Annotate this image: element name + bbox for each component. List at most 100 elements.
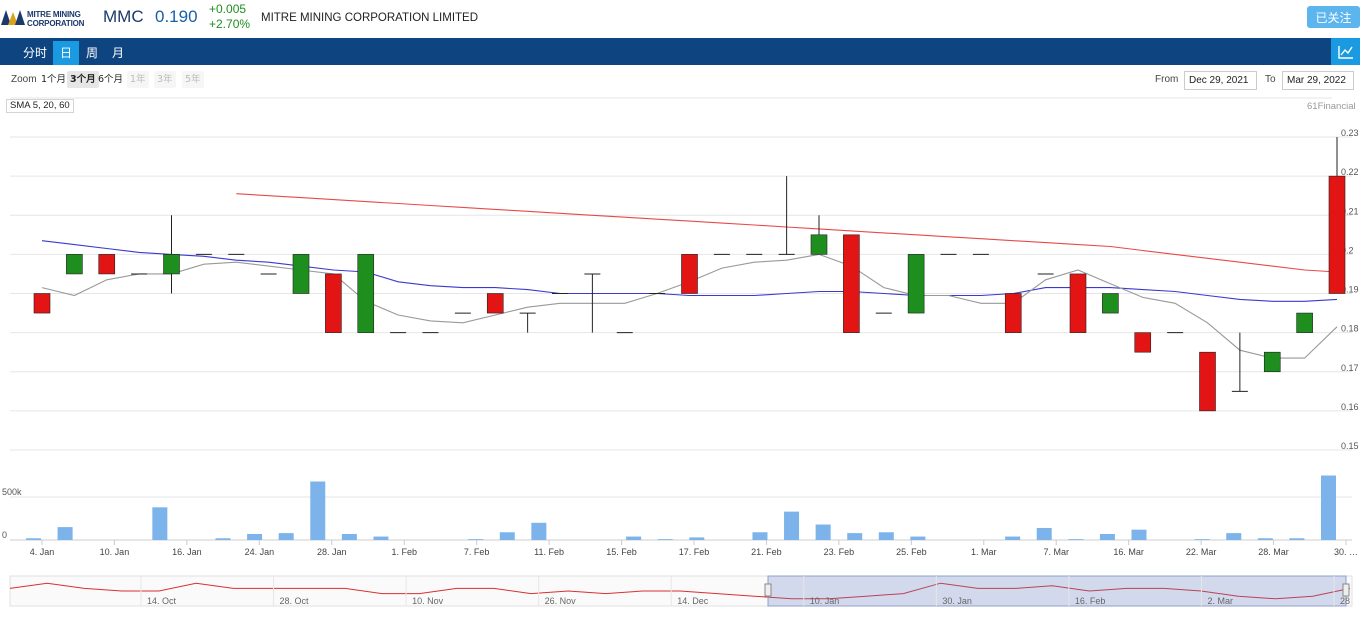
line-chart-icon — [1338, 46, 1353, 59]
price-change: +0.005 +2.70% — [209, 2, 250, 32]
volume-bar — [878, 532, 894, 540]
navigator-line — [9, 582, 1351, 600]
navigator[interactable]: 14. Oct 28. Oct 10. Nov 26. Nov 14. Dec 10. J… — [9, 575, 1353, 607]
y-tick-label: 0.22 — [1341, 167, 1359, 177]
x-tick-label: 16. Jan — [172, 547, 202, 557]
candle-body — [810, 234, 828, 255]
follow-button[interactable]: 已关注 — [1307, 6, 1360, 28]
y-axis-labels: 0.23 0.22 0.21 0.2 0.19 0.18 0.17 0.16 0.15 — [1341, 128, 1359, 451]
x-tick-label: 24. Jan — [245, 547, 275, 557]
candle-body — [1263, 351, 1281, 373]
from-date-input[interactable] — [1184, 71, 1257, 90]
candle-body — [1296, 312, 1313, 333]
quote-header: MITRE MINING CORPORATION MMC 0.190 +0.00… — [0, 0, 1360, 38]
x-tick-label: 21. Feb — [751, 547, 782, 557]
volume-bar — [1036, 527, 1052, 540]
x-tick-label: 10. Jan — [100, 547, 130, 557]
change-value: +0.005 — [209, 2, 247, 16]
navigator-tick-label: 14. Oct — [147, 596, 177, 606]
candle-body — [98, 254, 116, 275]
volume-bar — [1005, 536, 1021, 540]
tab-monthly[interactable]: 月 — [111, 46, 124, 60]
zoom-label: Zoom — [11, 74, 37, 85]
x-axis-labels: 4. Jan 10. Jan 16. Jan 24. Jan 28. Jan 1. Feb… — [30, 540, 1358, 557]
navigator-tick-label: 14. Dec — [677, 596, 709, 606]
y-tick-label: 0.21 — [1341, 206, 1359, 216]
volume-bar — [247, 533, 263, 540]
volume-bar — [689, 537, 705, 540]
x-tick-label: 28. Mar — [1258, 547, 1289, 557]
volume-bar — [310, 481, 326, 540]
zoom-1y-button[interactable]: 1年 — [127, 71, 149, 88]
volume-bar — [1131, 529, 1147, 540]
indicator-legend: SMA 5, 20, 60 — [6, 99, 74, 113]
candle-body — [325, 273, 342, 333]
candle-body — [33, 293, 51, 314]
chart-type-button[interactable] — [1331, 38, 1360, 65]
y-tick-label: 0.17 — [1341, 363, 1359, 373]
candle-body — [1134, 332, 1152, 353]
candle-body — [486, 293, 504, 314]
price-chart[interactable]: 0.23 0.22 0.21 0.2 0.19 0.18 0.17 0.16 0.15 500k… — [0, 95, 1360, 615]
x-tick-label: 28. Jan — [317, 547, 347, 557]
x-tick-label: 1. Feb — [391, 547, 417, 557]
ticker-symbol: MMC — [103, 7, 144, 26]
candle-body — [292, 254, 310, 294]
zoom-3m-button[interactable]: 3个月 — [67, 71, 99, 88]
x-tick-label: 1. Mar — [971, 547, 997, 557]
tab-intraday[interactable]: 分时 — [22, 46, 47, 60]
company-name: MITRE MINING CORPORATION LIMITED — [261, 12, 479, 24]
volume-bar — [341, 533, 357, 540]
to-date-input[interactable] — [1282, 71, 1354, 90]
logo-text: MITRE MINING CORPORATION — [27, 10, 85, 28]
volume-bar — [1321, 475, 1336, 540]
x-tick-label: 23. Feb — [824, 547, 855, 557]
volume-series: 500k 0 — [2, 475, 1336, 540]
candle-body — [1069, 273, 1087, 333]
volume-bar — [657, 539, 673, 540]
zoom-1m-button[interactable]: 1个月 — [41, 74, 67, 85]
x-tick-label: 22. Mar — [1186, 547, 1217, 557]
zoom-5y-button[interactable]: 5年 — [182, 71, 204, 88]
x-tick-label: 25. Feb — [896, 547, 927, 557]
candle-body — [907, 254, 925, 314]
candle-body — [843, 234, 860, 333]
navigator-selection — [767, 575, 1347, 607]
candle-body — [1199, 351, 1216, 412]
range-selector: Zoom 1个月 3个月 6个月 1年 3年 5年 From To — [0, 68, 1360, 92]
navigator-tick-label: 10. Nov — [412, 596, 444, 606]
volume-bar — [1068, 539, 1084, 540]
volume-bar — [1257, 538, 1273, 540]
volume-bar — [626, 536, 642, 540]
volume-bar — [1194, 539, 1210, 540]
tab-daily[interactable]: 日 — [53, 41, 79, 65]
volume-bar — [752, 532, 768, 540]
zoom-3y-button[interactable]: 3年 — [154, 71, 176, 88]
last-price: 0.190 — [155, 7, 198, 26]
navigator-tick-label: 26. Nov — [545, 596, 577, 606]
volume-bar — [57, 527, 73, 540]
x-tick-label: 7. Mar — [1043, 547, 1069, 557]
zoom-6m-button[interactable]: 6个月 — [98, 74, 124, 85]
volume-bar — [26, 538, 41, 540]
volume-tick-label: 0 — [2, 530, 7, 540]
tab-weekly[interactable]: 周 — [85, 46, 98, 60]
candle-body — [1328, 175, 1346, 294]
x-tick-label: 4. Jan — [30, 547, 55, 557]
y-tick-label: 0.2 — [1341, 245, 1354, 255]
navigator-handle-left — [764, 583, 772, 597]
period-nav: 分时 日 周 月 — [0, 38, 1360, 65]
navigator-tick-label: 30. Jan — [942, 596, 972, 606]
x-tick-label: 30. … — [1334, 547, 1358, 557]
volume-bar — [152, 507, 168, 540]
y-tick-label: 0.19 — [1341, 285, 1359, 295]
candle-body — [163, 254, 180, 275]
volume-bar — [1226, 533, 1242, 540]
company-logo: MITRE MINING CORPORATION — [0, 7, 90, 31]
candle-body — [1004, 293, 1022, 333]
change-percent: +2.70% — [209, 17, 251, 31]
x-tick-label: 15. Feb — [606, 547, 637, 557]
navigator-tick-label: 28. Oct — [280, 596, 310, 606]
volume-bar — [499, 532, 515, 540]
y-tick-label: 0.23 — [1341, 128, 1359, 138]
